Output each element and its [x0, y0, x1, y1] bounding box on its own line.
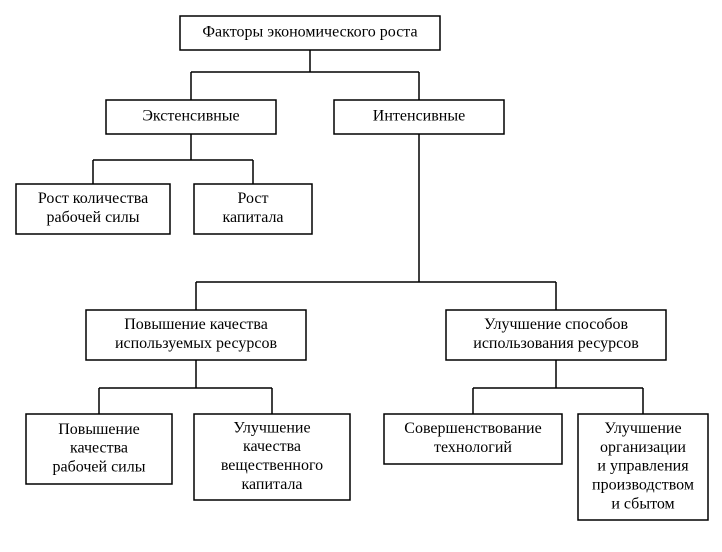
node-label: качества	[243, 438, 301, 455]
node-label: Экстенсивные	[142, 108, 239, 125]
tree-node-int1: Повышение качества используемых ресурсов	[86, 310, 306, 360]
node-label: технологий	[434, 439, 512, 456]
node-label: и управления	[597, 458, 689, 475]
node-label: производством	[592, 477, 694, 494]
tree-node-int2: Улучшение способов использования ресурсов	[446, 310, 666, 360]
tree-node-m2: Улучшение организации и управления производ…	[578, 414, 708, 520]
tree-node-ext: Экстенсивные	[106, 100, 276, 134]
tree-edge	[473, 360, 643, 414]
tree-edge	[99, 360, 272, 414]
tree-edge	[93, 134, 253, 184]
tree-node-q2: Улучшение качества вещественного капитала	[194, 414, 350, 500]
node-label: и сбытом	[611, 495, 674, 512]
tree-node-q1: Повышение качества рабочей силы	[26, 414, 172, 484]
node-label: Улучшение	[233, 419, 310, 436]
node-label: качества	[70, 440, 128, 457]
tree-node-m1: Совершенствование технологий	[384, 414, 562, 464]
tree-node-int: Интенсивные	[334, 100, 504, 134]
node-label: использования ресурсов	[473, 335, 639, 352]
node-label: рабочей силы	[47, 209, 140, 226]
tree-node-ext2: Рост капитала	[194, 184, 312, 234]
node-label: Факторы экономического роста	[202, 24, 417, 41]
node-label: Повышение	[58, 421, 140, 438]
node-label: вещественного	[221, 457, 323, 474]
node-label: Рост количества	[38, 190, 148, 207]
tree-diagram: Факторы экономического роста Экстенсивные…	[0, 0, 722, 552]
tree-node-root: Факторы экономического роста	[180, 16, 440, 50]
node-label: Повышение качества	[124, 316, 268, 333]
node-label: Улучшение	[604, 420, 681, 437]
node-label: рабочей силы	[53, 459, 146, 476]
node-label: Интенсивные	[373, 108, 465, 125]
tree-edge	[191, 50, 419, 100]
node-label: капитала	[241, 476, 302, 493]
node-label: Совершенствование	[404, 420, 541, 437]
node-label: Улучшение способов	[484, 316, 629, 333]
node-label: капитала	[222, 209, 283, 226]
node-label: используемых ресурсов	[115, 335, 278, 352]
node-label: Рост	[238, 190, 269, 207]
node-label: организации	[600, 439, 686, 456]
tree-node-ext1: Рост количества рабочей силы	[16, 184, 170, 234]
